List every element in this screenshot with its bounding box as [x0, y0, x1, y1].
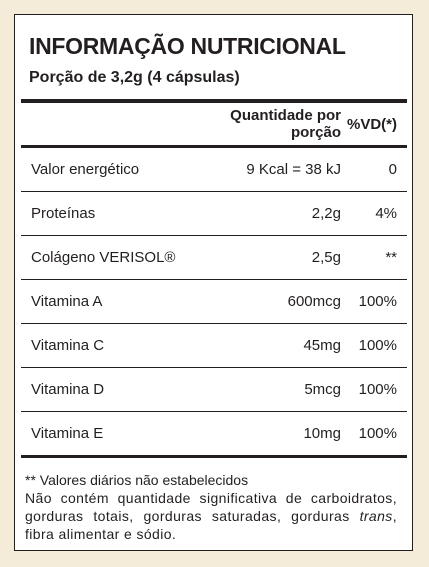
table-cell: Vitamina E: [21, 411, 181, 458]
table-row: Vitamina E 10mg 100%: [21, 411, 407, 458]
table-cell: 10mg: [181, 411, 341, 458]
table-cell: **: [341, 235, 407, 280]
table-cell: 9 Kcal = 38 kJ: [181, 146, 341, 192]
table-cell: 100%: [341, 411, 407, 458]
table-cell: Vitamina A: [21, 279, 181, 324]
table-row: Vitamina A 600mcg 100%: [21, 279, 407, 324]
table-cell: Valor energético: [21, 146, 181, 192]
title: INFORMAÇÃO NUTRICIONAL: [29, 33, 346, 59]
footnote-text: Não contém quantidade significativa de c…: [25, 490, 397, 524]
table-cell: 5mcg: [181, 367, 341, 412]
footnote: Não contém quantidade significativa de c…: [25, 489, 397, 543]
table-cell: 100%: [341, 367, 407, 412]
table-row: Vitamina D 5mcg 100%: [21, 367, 407, 412]
header-row: Quantidade por porção %VD(*): [21, 99, 407, 148]
table-cell: Proteínas: [21, 191, 181, 236]
nutrition-table: Quantidade por porção %VD(*) Valor energ…: [21, 99, 407, 458]
footnotes: ** Valores diários não estabelecidos Não…: [25, 471, 397, 543]
header-cell: Quantidade por porção: [181, 99, 341, 148]
table-cell: Colágeno VERISOL®: [21, 235, 181, 280]
table-cell: Vitamina C: [21, 323, 181, 368]
table-row: Valor energético 9 Kcal = 38 kJ 0: [21, 146, 407, 192]
table-cell: 45mg: [181, 323, 341, 368]
header-cell: %VD(*): [341, 99, 407, 148]
table-row: Colágeno VERISOL® 2,5g **: [21, 235, 407, 280]
header-cell: [21, 99, 181, 148]
table-row: Proteínas 2,2g 4%: [21, 191, 407, 236]
footnote-text: , fibra alimentar e sódio.: [25, 508, 397, 542]
serving-size: Porção de 3,2g (4 cápsulas): [29, 69, 240, 86]
table-row: Vitamina C 45mg 100%: [21, 323, 407, 368]
table-cell: 100%: [341, 323, 407, 368]
table-cell: Vitamina D: [21, 367, 181, 412]
footnote-italic: trans: [359, 508, 393, 524]
table-cell: 2,2g: [181, 191, 341, 236]
footnote: ** Valores diários não estabelecidos: [25, 472, 249, 488]
table-cell: 600mcg: [181, 279, 341, 324]
table-cell: 0: [341, 146, 407, 192]
nutrition-panel: INFORMAÇÃO NUTRICIONAL Porção de 3,2g (4…: [14, 14, 413, 551]
table-cell: 4%: [341, 191, 407, 236]
table-cell: 2,5g: [181, 235, 341, 280]
table-cell: 100%: [341, 279, 407, 324]
